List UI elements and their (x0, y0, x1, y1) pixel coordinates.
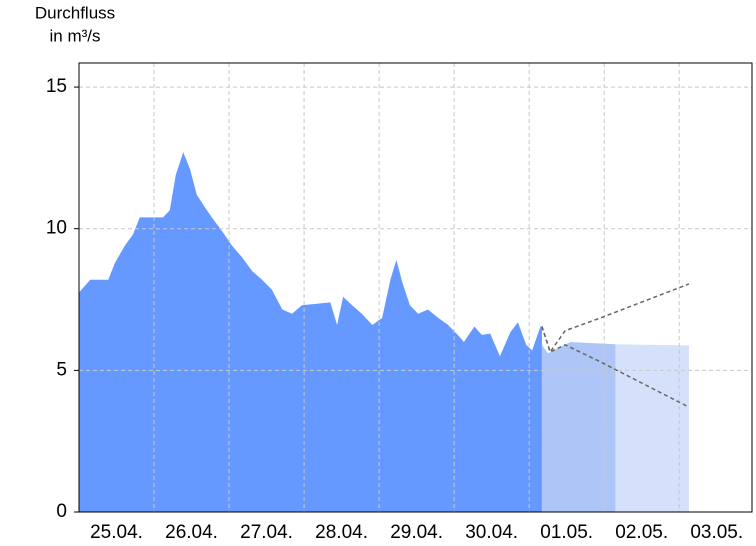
x-tick-label: 26.04. (165, 522, 218, 543)
x-tick-label: 28.04. (315, 522, 368, 543)
y-tick-label: 10 (46, 218, 67, 239)
x-tick-label: 02.05. (615, 522, 668, 543)
x-tick-label: 27.04. (240, 522, 293, 543)
y-axis-label: in m³/s (50, 26, 101, 45)
y-tick-label: 0 (56, 501, 67, 522)
x-tick-label: 03.05. (690, 522, 743, 543)
y-tick-label: 5 (56, 359, 67, 380)
area (615, 344, 689, 512)
x-tick-label: 25.04. (90, 522, 143, 543)
y-tick-label: 15 (46, 76, 67, 97)
bound-line (541, 326, 690, 408)
bound-line (541, 283, 690, 354)
area (79, 152, 542, 512)
x-tick-label: 29.04. (390, 522, 443, 543)
area (541, 342, 616, 512)
plot-border (78, 62, 753, 513)
y-axis-label: Durchfluss (35, 3, 115, 22)
x-tick-label: 30.04. (465, 522, 518, 543)
x-tick-label: 01.05. (540, 522, 593, 543)
